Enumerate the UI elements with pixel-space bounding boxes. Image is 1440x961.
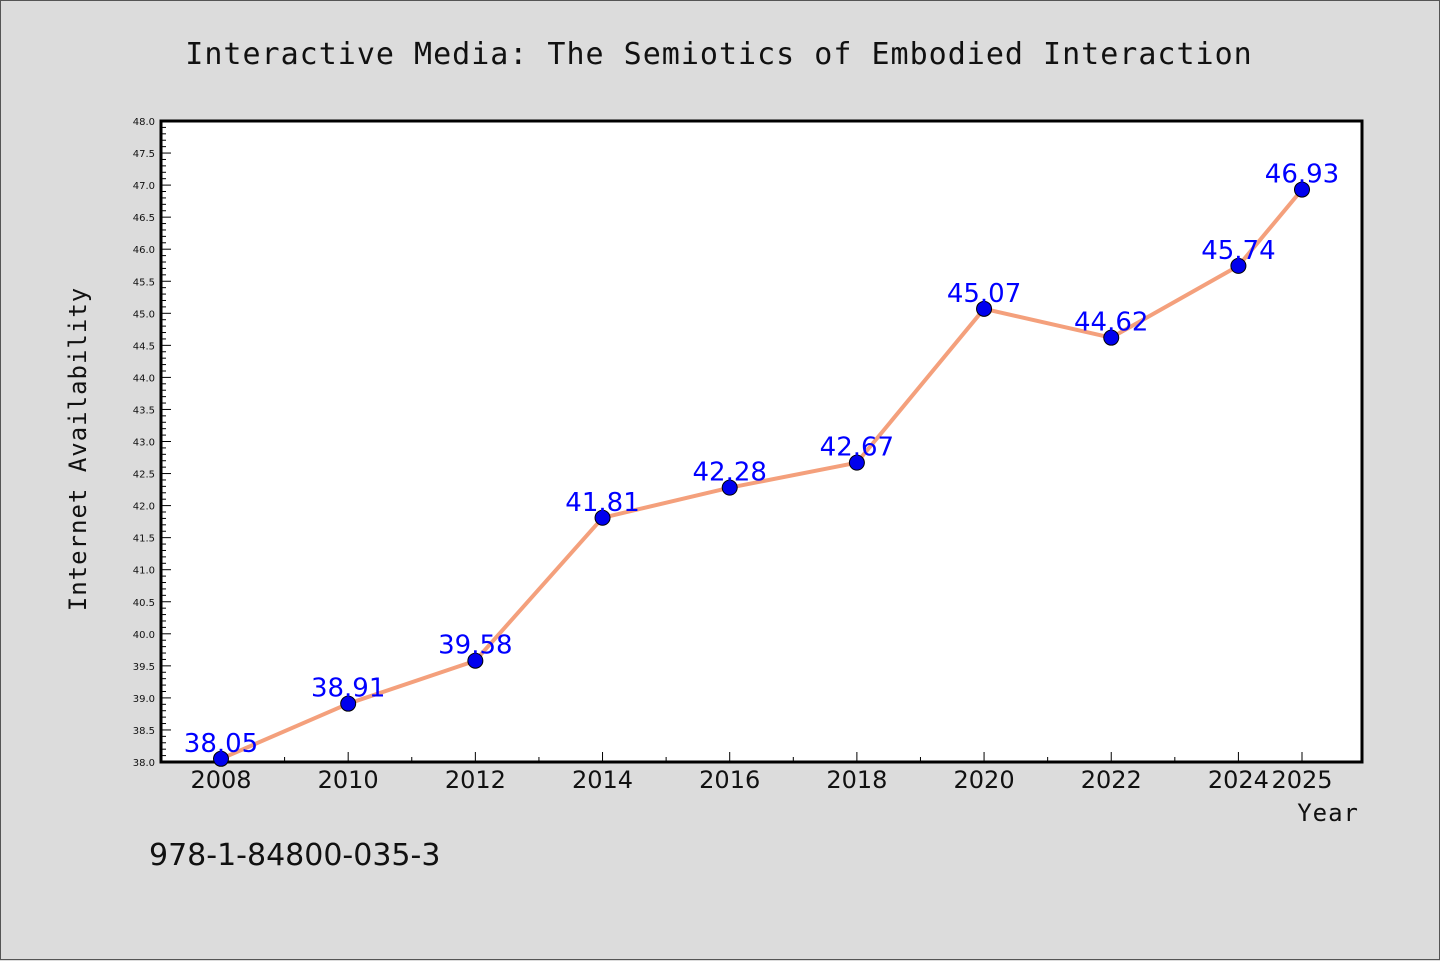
- x-axis-label: Year: [1297, 799, 1359, 827]
- data-label: 42.28: [692, 458, 766, 488]
- y-tick-label: 45.5: [133, 277, 155, 288]
- data-label: 46.93: [1265, 160, 1339, 190]
- y-tick-label: 46.5: [133, 213, 155, 224]
- y-tick-label: 41.0: [133, 566, 155, 577]
- data-labels-group: 38.05 38.91 39.58 41.81 42.28 42.67 45.07 44.62…: [184, 160, 1339, 759]
- data-point: [340, 695, 357, 712]
- data-label: 44.62: [1074, 308, 1148, 338]
- y-tick-label: 39.0: [133, 694, 155, 705]
- y-tick-label: 39.5: [133, 662, 155, 673]
- data-point: [976, 300, 993, 317]
- y-tick-label: 42.0: [133, 502, 155, 513]
- x-tick-label: 2010: [318, 766, 379, 794]
- data-label: 45.07: [947, 279, 1021, 309]
- y-tick-label: 38.0: [133, 758, 155, 769]
- y-tick-label: 42.5: [133, 470, 155, 481]
- x-tick-label: 2018: [826, 766, 887, 794]
- data-label: 39.58: [438, 631, 512, 661]
- y-tick-label: 47.0: [133, 181, 155, 192]
- data-point: [467, 652, 484, 669]
- y-tick-label: 43.5: [133, 405, 155, 416]
- y-tick-label: 48.0: [133, 117, 155, 128]
- plot-area: [159, 119, 1364, 764]
- data-label: 42.67: [820, 433, 894, 463]
- x-tick-label: 2016: [699, 766, 760, 794]
- data-point: [213, 750, 229, 767]
- data-point: [848, 454, 865, 471]
- y-axis: 38.0 38.5 39.0 39.5 40.0 40.5 41.0 41.5 42.0 42.5…: [133, 117, 171, 769]
- data-point: [721, 479, 738, 496]
- y-tick-label: 45.0: [133, 309, 155, 320]
- y-tick-label: 40.5: [133, 598, 155, 609]
- y-tick-label: 46.0: [133, 245, 155, 256]
- x-tick-label: 2024: [1208, 766, 1269, 794]
- y-axis-label: Internet Availability: [64, 287, 92, 611]
- data-point: [594, 509, 611, 526]
- x-tick-label: 2014: [572, 766, 633, 794]
- data-label: 38.91: [311, 674, 385, 704]
- data-point: [1103, 329, 1120, 346]
- x-axis: 2008 2010 2012 2014 2016 2018 2020 2022 2024 2025: [190, 752, 1333, 794]
- x-tick-label: 2022: [1081, 766, 1142, 794]
- data-label: 38.05: [184, 729, 258, 759]
- y-tick-label: 47.5: [133, 149, 155, 160]
- data-label: 41.81: [565, 488, 639, 518]
- chart-title: Interactive Media: The Semiotics of Embo…: [185, 37, 1252, 72]
- y-tick-label: 44.5: [133, 341, 155, 352]
- y-tick-label: 44.0: [133, 373, 155, 384]
- x-tick-label: 2012: [445, 766, 506, 794]
- series-line: [219, 187, 1304, 761]
- data-label: 45.74: [1201, 236, 1275, 266]
- y-tick-label: 38.5: [133, 726, 155, 737]
- x-tick-label: 2008: [190, 766, 251, 794]
- y-tick-label: 40.0: [133, 630, 155, 641]
- x-tick-label: 2020: [954, 766, 1015, 794]
- markers-group: [213, 181, 1310, 767]
- data-point: [1230, 257, 1247, 274]
- x-tick-label: 2025: [1271, 766, 1332, 794]
- data-point: [1294, 181, 1310, 198]
- series-line-group: [219, 187, 1304, 761]
- y-tick-label: 43.0: [133, 438, 155, 449]
- y-tick-label: 41.5: [133, 534, 155, 545]
- isbn-text: 978-1-84800-035-3: [149, 838, 440, 873]
